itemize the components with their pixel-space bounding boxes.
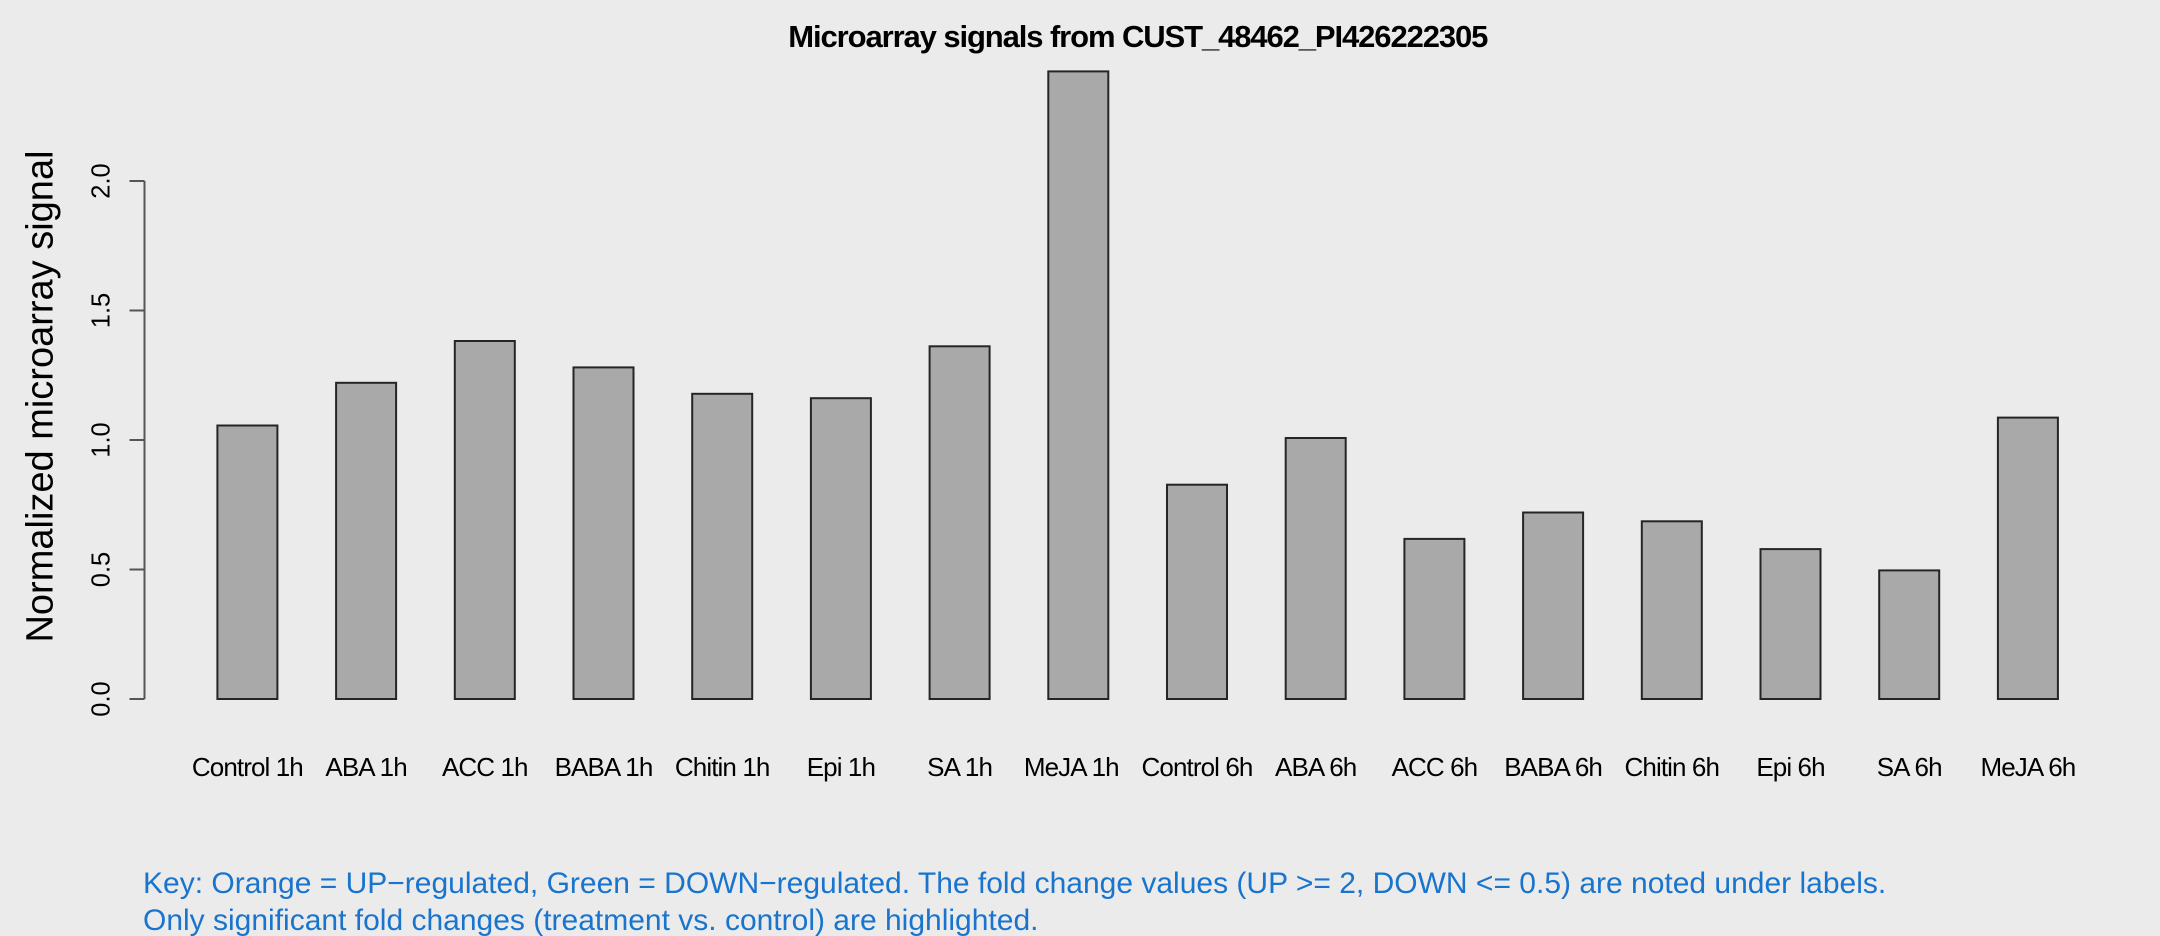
svg-text:ABA 6h: ABA 6h [1275, 752, 1356, 782]
svg-text:Chitin 6h: Chitin 6h [1625, 752, 1720, 782]
svg-text:Control 6h: Control 6h [1142, 752, 1253, 782]
svg-text:SA 1h: SA 1h [927, 752, 992, 782]
svg-text:2.0: 2.0 [87, 163, 115, 198]
svg-text:Epi 6h: Epi 6h [1756, 752, 1824, 782]
svg-text:0.5: 0.5 [87, 552, 115, 587]
svg-text:1.0: 1.0 [87, 422, 115, 457]
svg-text:SA 6h: SA 6h [1877, 752, 1942, 782]
svg-text:BABA 6h: BABA 6h [1504, 752, 1602, 782]
svg-text:Control 1h: Control 1h [192, 752, 303, 782]
svg-text:MeJA 6h: MeJA 6h [1980, 752, 2075, 782]
svg-text:Epi 1h: Epi 1h [807, 752, 875, 782]
svg-text:Key: Orange = UP−regulated, Gr: Key: Orange = UP−regulated, Green = DOWN… [143, 867, 1886, 900]
svg-text:ACC 1h: ACC 1h [442, 752, 528, 782]
svg-text:Microarray signals from CUST_4: Microarray signals from CUST_48462_PI426… [788, 19, 1488, 54]
svg-text:MeJA 1h: MeJA 1h [1024, 752, 1119, 782]
svg-text:BABA 1h: BABA 1h [555, 752, 653, 782]
svg-text:0.0: 0.0 [87, 681, 115, 716]
svg-text:Chitin 1h: Chitin 1h [675, 752, 770, 782]
svg-text:Only significant fold changes: Only significant fold changes (treatment… [143, 904, 1038, 936]
svg-text:Normalized microarray signal: Normalized microarray signal [19, 150, 61, 642]
svg-text:1.5: 1.5 [87, 293, 115, 328]
svg-text:ABA 1h: ABA 1h [325, 752, 406, 782]
svg-text:ACC 6h: ACC 6h [1392, 752, 1478, 782]
